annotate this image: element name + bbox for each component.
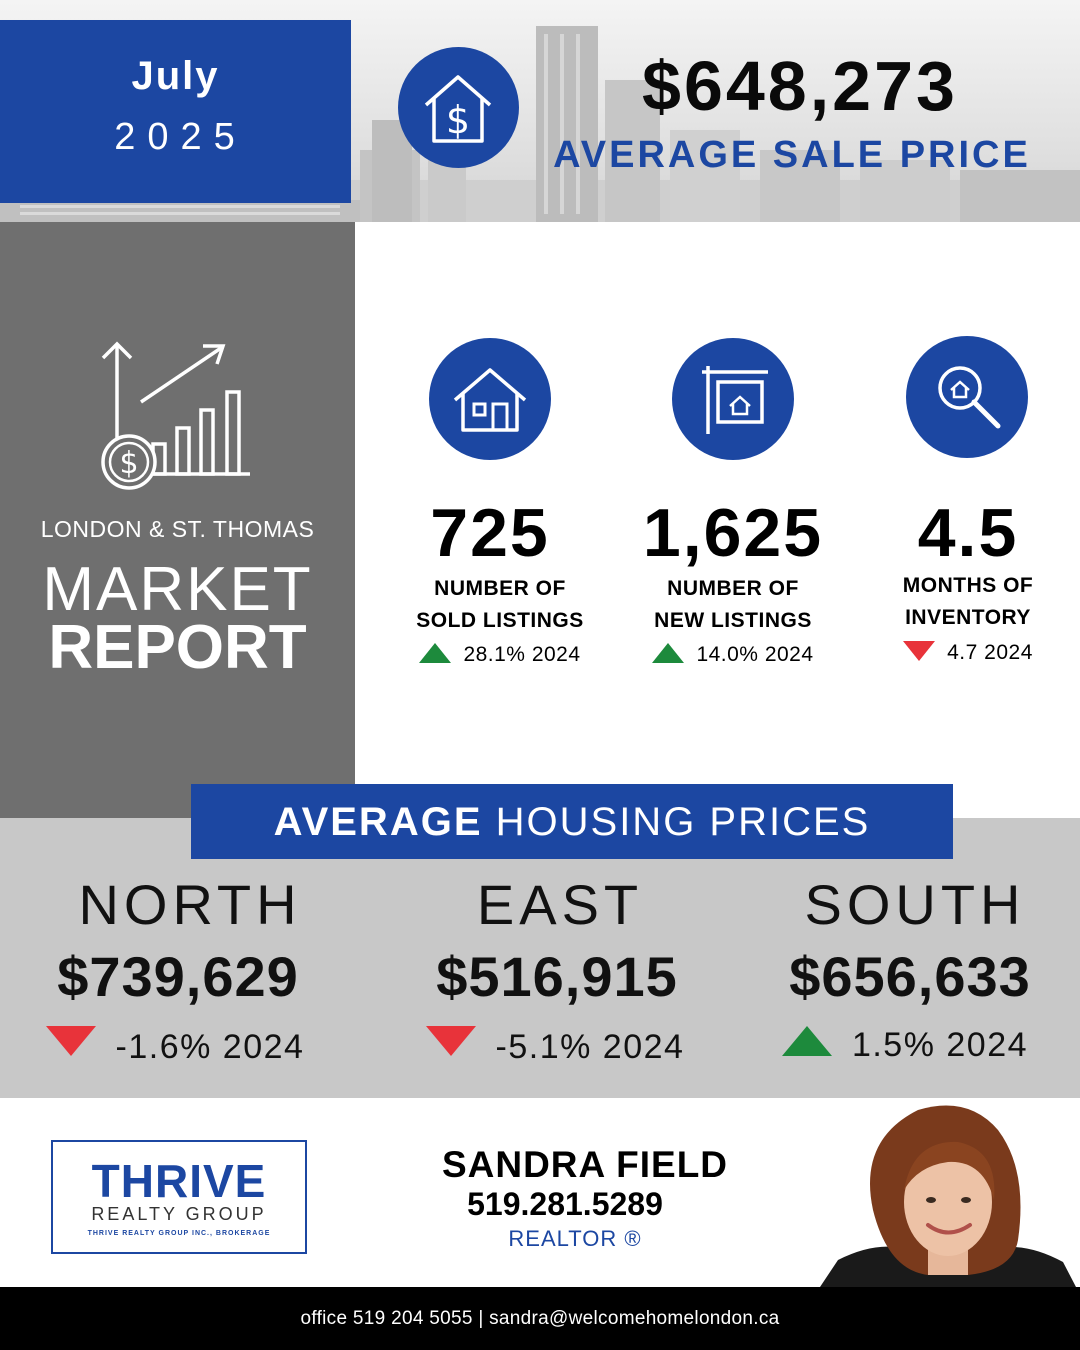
region-north-name: NORTH	[78, 873, 302, 936]
average-sale-price: $648,273	[642, 47, 958, 125]
trend-up-icon	[781, 1026, 832, 1056]
months-inventory-label-line1: MONTHS OF	[902, 574, 1034, 597]
region-east-price: $516,915	[436, 945, 678, 1008]
report-region-title: LONDON & ST. THOMAS	[40, 516, 315, 542]
new-listings-change: 14.0% 2024	[623, 643, 843, 667]
housing-prices-banner: AVERAGE HOUSING PRICES	[191, 784, 953, 859]
new-listings-change-text: 14.0% 2024	[696, 643, 814, 666]
months-inventory-change: 4.7 2024	[858, 641, 1078, 665]
market-report-panel: $ LONDON & ST. THOMAS MARKET REPORT	[0, 222, 355, 818]
sold-listings-change-text: 28.1% 2024	[463, 643, 581, 666]
region-north-price: $739,629	[57, 945, 299, 1008]
region-north-change-text: -1.6% 2024	[115, 1028, 305, 1066]
brokerage-legal-name: THRIVE REALTY GROUP INC., BROKERAGE	[87, 1230, 271, 1237]
agent-portrait	[820, 1105, 1076, 1287]
region-east-name: EAST	[476, 873, 644, 936]
trend-up-icon	[652, 643, 685, 663]
brokerage-logo-name: THRIVE	[91, 1155, 267, 1207]
housing-prices-band	[0, 818, 1080, 1098]
agent-name: SANDRA FIELD	[441, 1144, 729, 1185]
report-year: 2025	[114, 116, 247, 158]
report-month: July	[131, 54, 220, 98]
svg-text:$: $	[446, 98, 470, 142]
average-sale-price-label: AVERAGE SALE PRICE	[553, 134, 1031, 176]
report-title-report: REPORT	[48, 613, 307, 682]
brokerage-logo-subtitle: REALTY GROUP	[91, 1204, 267, 1224]
new-listings-label-line1: NUMBER OF	[667, 577, 799, 600]
sold-listings-change: 28.1% 2024	[390, 643, 610, 667]
sold-listings-label-line2: SOLD LISTINGS	[416, 609, 584, 632]
contact-bar: office 519 204 5055 | sandra@welcomehome…	[0, 1287, 1080, 1350]
region-south-change: 1.5% 2024	[745, 1026, 1065, 1065]
housing-prices-banner-rest: HOUSING PRICES	[495, 800, 871, 844]
agent-title: REALTOR ®	[508, 1226, 642, 1251]
months-inventory-label-line2: INVENTORY	[905, 606, 1031, 629]
trend-up-icon	[419, 643, 452, 663]
brokerage-logo: THRIVE REALTY GROUP THRIVE REALTY GROUP …	[51, 1140, 307, 1254]
report-date-box: July 2025	[0, 20, 351, 203]
house-icon	[429, 338, 551, 460]
sold-listings-label-line1: NUMBER OF	[434, 577, 566, 600]
region-south-change-text: 1.5% 2024	[851, 1026, 1029, 1064]
sold-listings-label: NUMBER OF SOLD LISTINGS	[390, 573, 610, 637]
housing-prices-banner-bold: AVERAGE	[273, 800, 483, 844]
region-south-name: SOUTH	[804, 873, 1026, 936]
months-inventory-value: 4.5	[917, 495, 1019, 571]
region-north-change: -1.6% 2024	[20, 1026, 330, 1067]
new-listings-label-line2: NEW LISTINGS	[654, 609, 812, 632]
sold-listings-value: 725	[430, 495, 550, 571]
for-sale-sign-icon	[672, 338, 794, 460]
agent-phone: 519.281.5289	[467, 1186, 663, 1222]
new-listings-label: NUMBER OF NEW LISTINGS	[623, 573, 843, 637]
region-east-change-text: -5.1% 2024	[495, 1028, 685, 1066]
svg-text:$: $	[119, 446, 138, 481]
house-dollar-icon: $	[398, 47, 519, 168]
trend-down-icon	[45, 1026, 96, 1056]
house-search-icon	[906, 336, 1028, 458]
growth-chart-dollar-icon: $	[101, 341, 250, 490]
report-title-market: MARKET	[42, 555, 313, 624]
trend-down-icon	[903, 641, 936, 661]
months-inventory-change-text: 4.7 2024	[947, 641, 1033, 664]
region-east-change: -5.1% 2024	[390, 1026, 720, 1067]
trend-down-icon	[425, 1026, 476, 1056]
months-inventory-label: MONTHS OF INVENTORY	[858, 570, 1078, 634]
region-south-price: $656,633	[789, 945, 1031, 1008]
new-listings-value: 1,625	[642, 495, 824, 571]
